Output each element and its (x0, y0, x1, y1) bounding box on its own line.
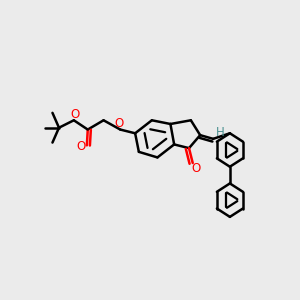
Text: H: H (216, 126, 224, 139)
Text: O: O (76, 140, 86, 153)
Text: O: O (70, 108, 80, 121)
Text: O: O (191, 162, 201, 175)
Text: O: O (115, 118, 124, 130)
